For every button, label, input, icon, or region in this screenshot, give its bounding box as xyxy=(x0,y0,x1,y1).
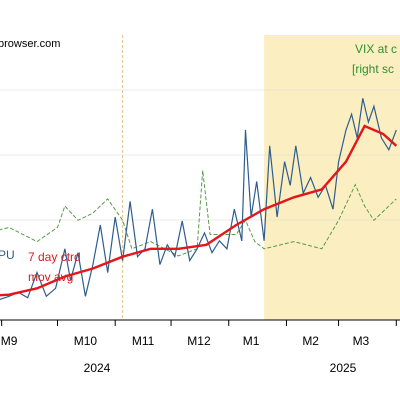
vix-annotation-line1: VIX at c xyxy=(355,42,397,56)
grid-lines xyxy=(0,89,400,221)
ma-annotation-line1: 7 day ctrd xyxy=(28,250,81,264)
year-label: 2025 xyxy=(330,361,357,375)
year-label: 2024 xyxy=(84,361,111,375)
month-tick-labels: M9 M10 M11 M12 M1 M2 M3 xyxy=(1,334,370,348)
month-tick-label: M3 xyxy=(353,334,370,348)
month-tick-label: M11 xyxy=(132,334,155,348)
month-tick-label: M12 xyxy=(187,334,211,348)
ma-annotation-line2: mov avg xyxy=(28,270,73,284)
month-tick-label: M10 xyxy=(74,334,98,348)
month-tick-label: M1 xyxy=(243,334,260,348)
year-labels: 2024 2025 xyxy=(84,361,357,375)
epu-annotation: PU xyxy=(0,248,15,262)
month-ticks xyxy=(1,320,397,326)
month-tick-label: M9 xyxy=(1,334,18,348)
moving-average-line xyxy=(0,124,398,297)
month-tick-label: M2 xyxy=(302,334,319,348)
vix-series-line xyxy=(0,170,397,257)
source-text: browser.com xyxy=(0,38,60,50)
vix-annotation-line2: [right sc xyxy=(352,62,394,76)
